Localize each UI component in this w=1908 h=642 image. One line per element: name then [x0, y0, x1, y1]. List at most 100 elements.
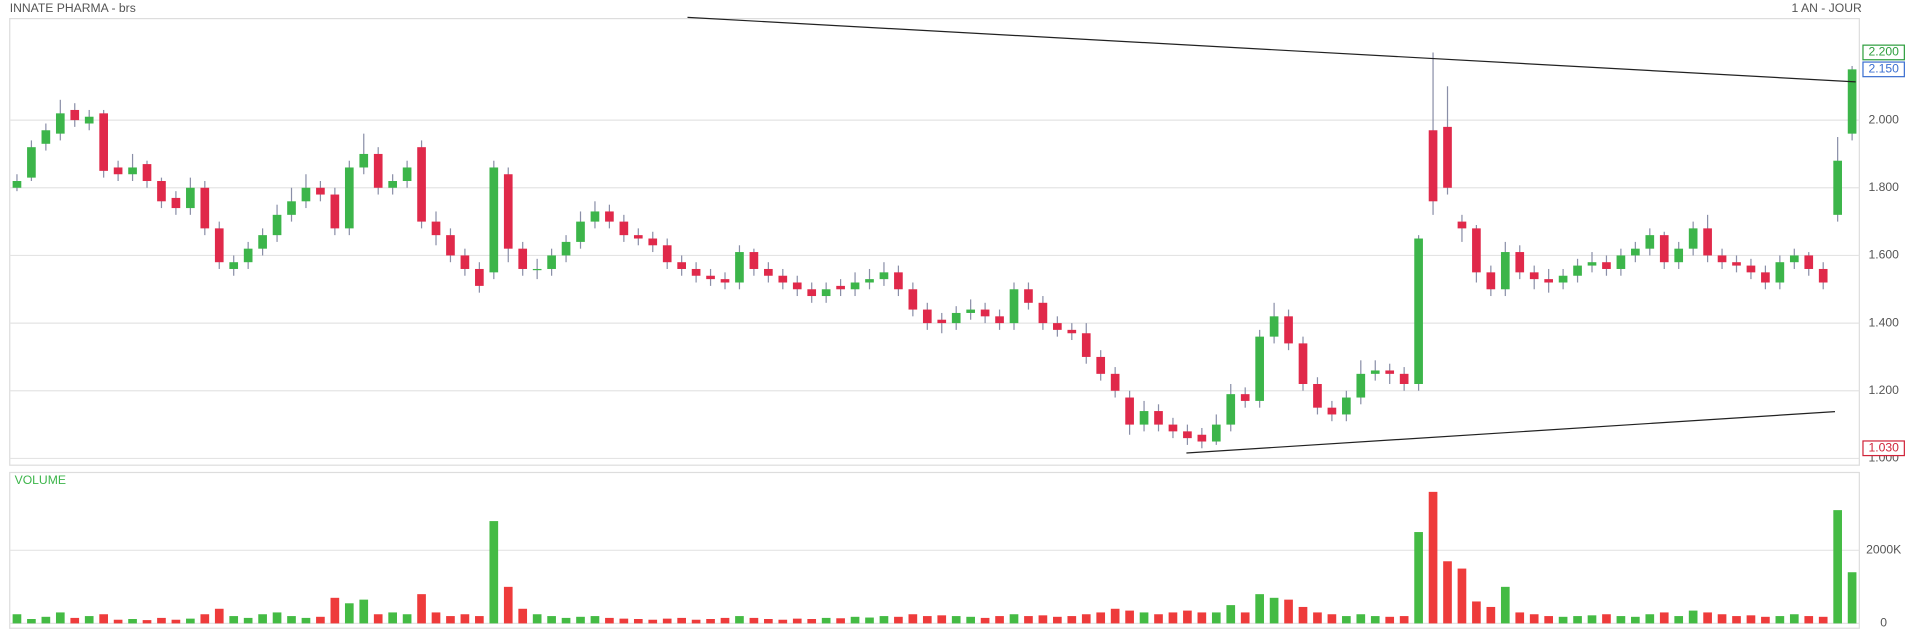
volume-bar — [1500, 586, 1510, 624]
volume-bar — [1342, 616, 1351, 624]
candle-body — [576, 221, 585, 242]
volume-bar — [1472, 601, 1481, 624]
candle-body — [373, 153, 383, 188]
volume-bar — [980, 617, 990, 624]
volume-bar — [1067, 616, 1077, 624]
volume-bar — [1717, 614, 1727, 624]
candle-body — [1053, 323, 1062, 330]
volume-bar — [1269, 597, 1279, 624]
volume-bar — [821, 617, 831, 624]
candle-body — [518, 248, 528, 269]
volume-bar — [1732, 616, 1741, 624]
candle-body — [836, 285, 845, 290]
candle-body — [1139, 411, 1149, 425]
volume-bar — [243, 617, 253, 624]
candle-body — [995, 316, 1004, 324]
candle-body — [937, 319, 947, 324]
candle-body — [1183, 431, 1192, 439]
volume-bar — [778, 619, 788, 624]
candle-body — [301, 187, 311, 202]
volume-bar — [518, 608, 528, 624]
candle-body — [503, 174, 513, 249]
candle-body — [1298, 343, 1308, 384]
candle-body — [157, 181, 166, 202]
candle-body — [749, 252, 759, 269]
candle-body — [1529, 272, 1539, 280]
volume-bar — [865, 617, 874, 624]
volume-bar — [995, 616, 1004, 624]
price-marker-box — [1862, 440, 1905, 457]
candle-body — [1356, 373, 1366, 398]
volume-bar — [301, 617, 311, 624]
volume-title: VOLUME — [15, 473, 66, 487]
volume-bar — [1818, 616, 1828, 624]
candle-body — [720, 279, 730, 283]
y-tick-label: 1.400 — [1868, 315, 1899, 329]
volume-bar — [84, 616, 94, 624]
volume-bar — [1529, 614, 1539, 624]
candle-body — [619, 221, 629, 236]
volume-bar — [142, 620, 152, 624]
y-tick-label: 1.200 — [1868, 383, 1899, 397]
volume-bar — [1024, 616, 1033, 624]
volume-bar — [128, 618, 137, 624]
volume-bar — [1096, 612, 1106, 624]
candle-body — [258, 235, 267, 249]
candle-body — [113, 167, 123, 175]
candle-body — [186, 187, 195, 209]
candle-body — [532, 268, 542, 271]
candle-body — [1428, 130, 1438, 202]
volume-bar — [532, 614, 542, 624]
volume-bar — [1255, 594, 1264, 624]
price-marker-label: 1.030 — [1868, 440, 1899, 454]
volume-bar — [1038, 615, 1048, 624]
candle-body — [966, 309, 975, 313]
candle-body — [735, 252, 744, 283]
candle-body — [1587, 262, 1597, 266]
candle-body — [272, 214, 282, 236]
volume-bar — [1139, 612, 1149, 624]
candle-body — [792, 282, 802, 290]
price-panel — [9, 18, 1860, 466]
volume-bar — [287, 616, 296, 624]
volume-bar — [966, 616, 975, 624]
candle-body — [243, 248, 253, 263]
volume-bar — [1211, 612, 1221, 624]
volume-bar — [1183, 610, 1192, 624]
candle-body — [1313, 383, 1322, 408]
candle-body — [633, 235, 643, 239]
volume-bar — [1356, 614, 1366, 624]
volume-bar — [171, 619, 181, 624]
period: 1 AN - JOUR — [1792, 1, 1862, 15]
candle-body — [417, 147, 426, 222]
support-line — [1186, 411, 1836, 454]
candle-body — [1024, 289, 1033, 303]
volume-bar — [908, 614, 918, 624]
volume-bar — [1775, 616, 1785, 624]
candle-body — [807, 289, 817, 297]
candle-body — [1674, 248, 1684, 263]
candle-body — [908, 289, 918, 310]
candle-body — [1602, 262, 1611, 269]
price-marker-box — [1862, 61, 1905, 78]
volume-bar — [373, 614, 383, 624]
volume-bar — [706, 618, 715, 624]
volume-bar — [1457, 568, 1467, 624]
candle-body — [879, 272, 889, 280]
volume-bar — [677, 617, 686, 624]
candle-body — [1833, 160, 1842, 215]
volume-bar — [1486, 606, 1496, 624]
volume-bar — [1602, 614, 1611, 624]
candle-body — [1255, 336, 1264, 401]
volume-bar — [1226, 605, 1236, 624]
candle-body — [894, 272, 903, 290]
candle-body — [171, 197, 181, 209]
volume-bar — [460, 614, 470, 624]
candle-body — [1732, 262, 1741, 266]
candle-body — [1645, 235, 1655, 249]
candle-body — [1703, 228, 1712, 256]
candle-body — [1847, 69, 1857, 134]
candle-body — [316, 187, 325, 195]
volume-bar — [1746, 615, 1756, 624]
candle-body — [1500, 252, 1510, 290]
